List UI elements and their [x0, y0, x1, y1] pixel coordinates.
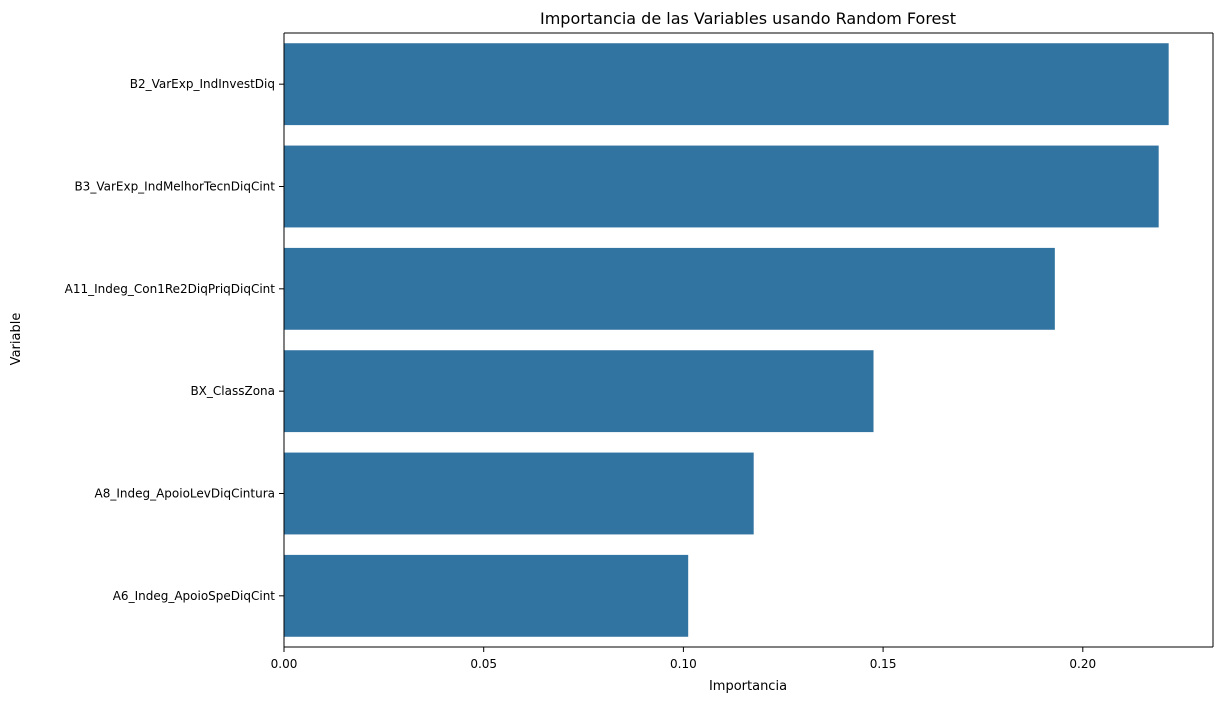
y-axis-label: Variable	[9, 313, 24, 366]
y-tick-label: B3_VarExp_IndMelhorTecnDiqCint	[74, 180, 275, 194]
y-tick-label: A11_Indeg_Con1Re2DiqPriqDiqCint	[65, 282, 276, 296]
bars-group	[284, 43, 1169, 637]
x-tick-label: 0.10	[670, 657, 697, 671]
plot-frame	[283, 32, 1214, 648]
bar	[284, 554, 689, 637]
x-axis-ticks: 0.00 0.05 0.10 0.15 0.20	[271, 647, 1096, 671]
y-tick-label: A8_Indeg_ApoioLevDiqCintura	[94, 487, 275, 501]
y-tick-label: A6_Indeg_ApoioSpeDiqCint	[113, 589, 276, 603]
x-tick-label: 0.15	[870, 657, 897, 671]
bar	[284, 247, 1055, 330]
x-axis-label: Importancia	[709, 679, 787, 694]
y-tick-label: B2_VarExp_IndInvestDiq	[130, 77, 275, 91]
bar	[284, 145, 1159, 228]
bar	[284, 43, 1169, 126]
y-axis-ticks: B2_VarExp_IndInvestDiq B3_VarExp_IndMelho…	[65, 77, 284, 603]
x-tick-label: 0.00	[271, 657, 298, 671]
x-tick-label: 0.05	[470, 657, 497, 671]
x-tick-label: 0.20	[1069, 657, 1096, 671]
bar	[284, 452, 754, 535]
y-tick-label: BX_ClassZona	[190, 384, 275, 398]
chart-title: Importancia de las Variables usando Rand…	[540, 9, 956, 28]
bar	[284, 350, 874, 433]
